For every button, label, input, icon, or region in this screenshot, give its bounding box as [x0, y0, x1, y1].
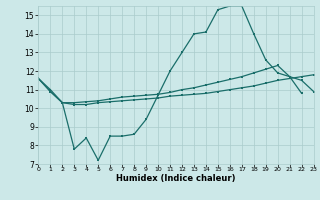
X-axis label: Humidex (Indice chaleur): Humidex (Indice chaleur) — [116, 174, 236, 183]
